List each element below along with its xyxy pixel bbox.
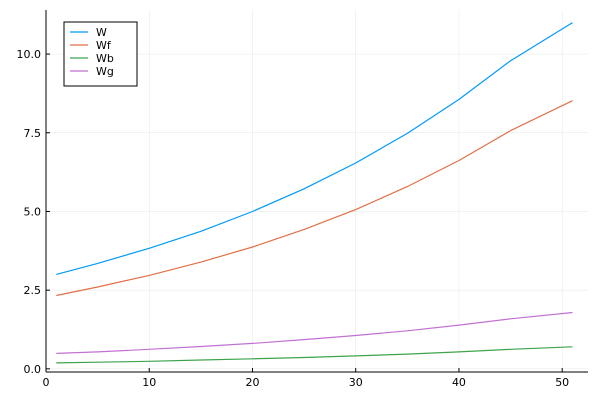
x-tick-label: 10 (142, 376, 156, 389)
legend-label: Wg (96, 65, 114, 78)
legend-label: Wb (96, 52, 114, 65)
series-line-wg (56, 311, 573, 354)
x-tick-label: 0 (43, 376, 50, 389)
legend-label: Wf (96, 39, 112, 52)
y-tick-label: 7.5 (24, 127, 42, 140)
y-tick-label: 2.5 (24, 284, 42, 297)
x-tick-label: 20 (245, 376, 259, 389)
series-line-wf (56, 100, 573, 297)
x-tick-label: 40 (452, 376, 466, 389)
legend-box (63, 21, 138, 87)
series-line-wb (56, 346, 573, 364)
x-tick-label: 30 (349, 376, 363, 389)
legend-label: W (96, 26, 107, 39)
series-line-w (56, 22, 573, 275)
y-tick-label: 10.0 (17, 48, 42, 61)
series-layer (56, 22, 573, 364)
axes-layer: 0 10 20 30 40 50 0.0 2.5 5.0 7.5 10.0 (17, 10, 588, 389)
x-tick-label: 50 (555, 376, 569, 389)
y-tick-label: 5.0 (24, 205, 42, 218)
y-tick-label: 0.0 (24, 363, 42, 376)
